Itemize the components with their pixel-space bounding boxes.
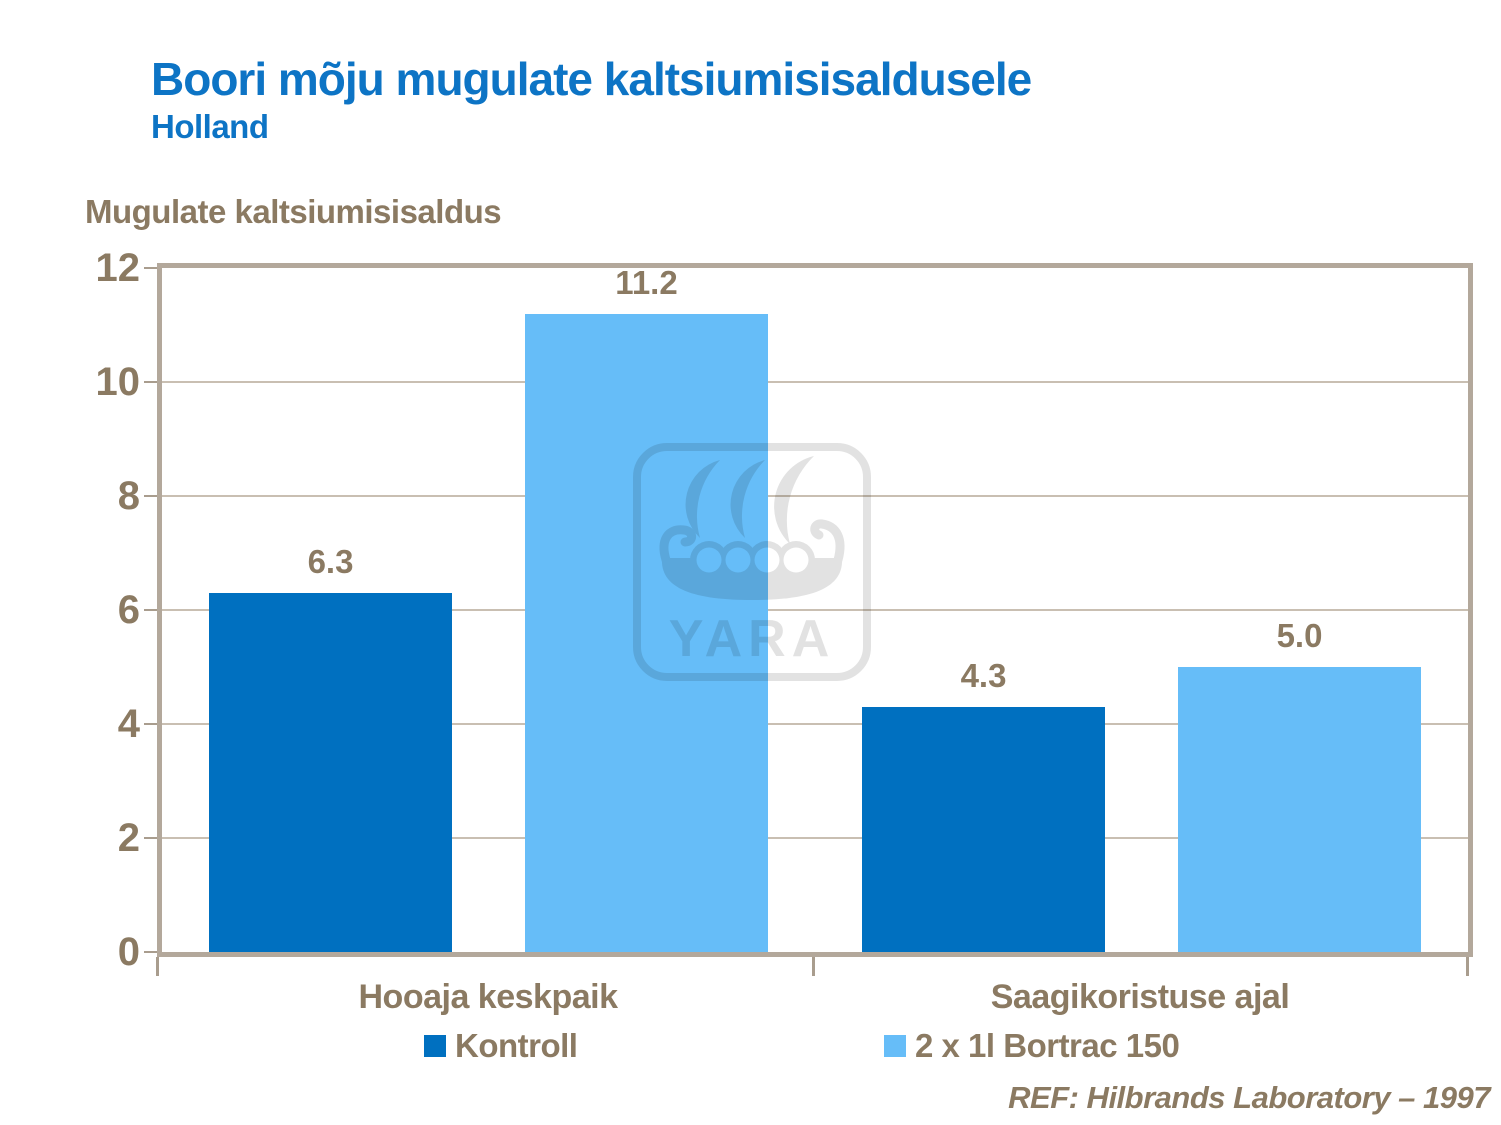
legend-label-kontroll: Kontroll xyxy=(455,1027,578,1064)
gridline-6 xyxy=(162,609,1468,611)
bar-value-label: 4.3 xyxy=(960,656,1007,694)
y-axis-label-12: 12 xyxy=(95,246,141,290)
bar-value-label: 6.3 xyxy=(307,542,354,580)
bar-2-x-1l-bortrac-150-0 xyxy=(525,313,768,952)
bar-kontroll-0 xyxy=(209,592,452,952)
plot-area: 6.3 4.3 11.2 5.0 xyxy=(157,263,1473,957)
y-axis-label-8: 8 xyxy=(117,474,140,518)
y-axis-tick-6 xyxy=(144,609,157,611)
gridline-2 xyxy=(162,837,1468,839)
category-label-hooaja-keskpaik: Hooaja keskpaik xyxy=(358,978,618,1016)
page-title: Boori mõju mugulate kaltsiumisisaldusele xyxy=(151,53,1032,105)
bar-value-label: 11.2 xyxy=(615,263,678,301)
gridline-4 xyxy=(162,723,1468,725)
y-axis-label-10: 10 xyxy=(95,360,141,404)
y-axis-tick-8 xyxy=(144,495,157,497)
y-axis-ticks xyxy=(144,267,157,953)
legend-swatch-bortrac xyxy=(884,1035,906,1057)
legend-item-kontroll: Kontroll xyxy=(424,1027,578,1064)
legend-label-bortrac: 2 x 1l Bortrac 150 xyxy=(915,1027,1180,1064)
x-axis-tick xyxy=(1466,957,1469,976)
plot-layer: 6.3 4.3 11.2 5.0 xyxy=(162,264,1468,952)
y-axis-label-4: 4 xyxy=(117,702,140,746)
category-label-saagikoristuse-ajal: Saagikoristuse ajal xyxy=(990,978,1290,1016)
page-subtitle: Holland xyxy=(151,108,269,145)
gridline-8 xyxy=(162,495,1468,497)
gridline-10 xyxy=(162,381,1468,383)
y-axis-label-2: 2 xyxy=(117,816,140,860)
legend-item-bortrac: 2 x 1l Bortrac 150 xyxy=(884,1027,1180,1064)
y-axis-labels: 0 2 4 6 8 10 12 xyxy=(40,246,141,974)
bar-value-label: 5.0 xyxy=(1276,617,1323,654)
bar-kontroll-1 xyxy=(862,706,1105,952)
y-axis-tick-0 xyxy=(144,951,157,953)
y-axis-tick-4 xyxy=(144,723,157,725)
reference-footnote: REF: Hilbrands Laboratory – 1997 xyxy=(1008,1080,1490,1115)
y-axis-tick-10 xyxy=(144,381,157,383)
x-axis-tick xyxy=(156,957,159,976)
legend-swatch-kontroll xyxy=(424,1035,446,1057)
y-axis-tick-12 xyxy=(144,267,157,269)
y-axis-label-6: 6 xyxy=(117,588,140,632)
y-axis-tick-2 xyxy=(144,837,157,839)
x-axis-tick xyxy=(812,957,815,976)
y-axis-title: Mugulate kaltsiumisisaldus xyxy=(85,193,502,230)
bar-2-x-1l-bortrac-150-1 xyxy=(1178,667,1421,952)
y-axis-label-0: 0 xyxy=(117,930,140,974)
